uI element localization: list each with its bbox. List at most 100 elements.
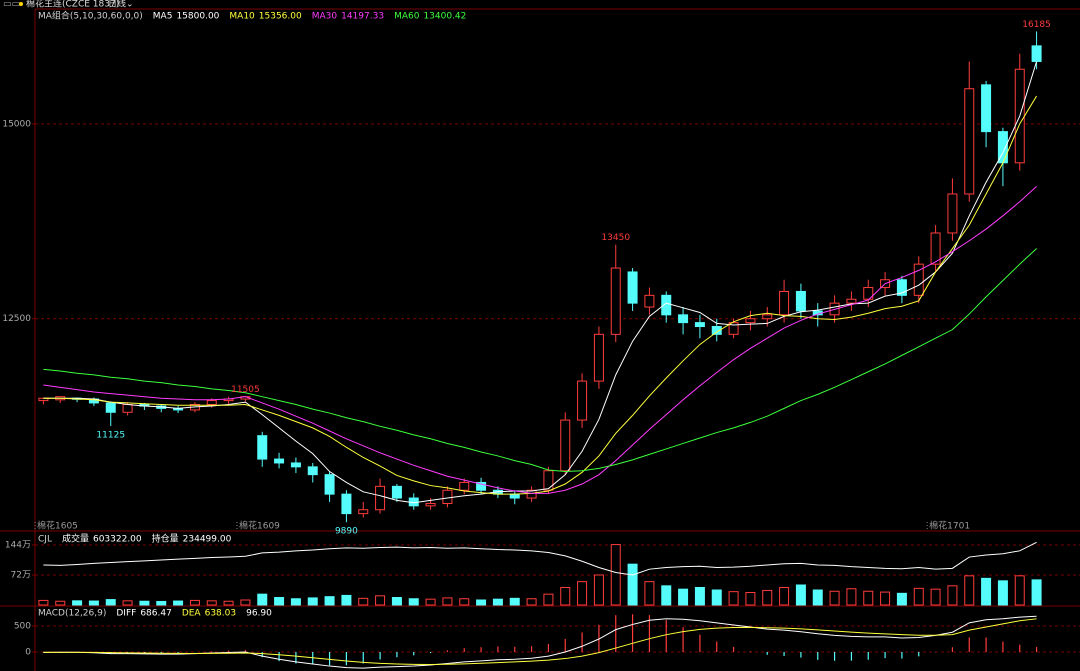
status-dot xyxy=(19,2,23,6)
candle-body xyxy=(930,232,941,265)
candle-body xyxy=(661,294,672,316)
legend-value: 686.47 xyxy=(140,609,172,619)
candle-body xyxy=(206,400,217,405)
candle-body xyxy=(543,470,554,491)
legend-name: MA10 xyxy=(229,12,255,22)
volume-bar xyxy=(829,590,840,606)
y-tick-label: 15000 xyxy=(2,119,31,129)
candle-body xyxy=(375,485,386,511)
high-label: 16185 xyxy=(1022,20,1051,30)
volume-bar xyxy=(863,590,874,606)
volume-bar xyxy=(442,597,453,606)
volume-bar xyxy=(274,597,285,606)
x-tick-label: 棉花1605 xyxy=(37,520,78,532)
volume-bar xyxy=(526,598,537,606)
candle-body xyxy=(964,88,975,195)
candle-body xyxy=(122,403,133,413)
volume-bar xyxy=(38,599,49,606)
candle-body xyxy=(644,294,655,308)
ma-line xyxy=(43,95,1038,495)
candle-body xyxy=(560,419,571,472)
volume-bar xyxy=(593,574,604,606)
candle-body xyxy=(324,474,335,495)
volume-bar xyxy=(661,585,672,606)
volume-bar xyxy=(492,598,503,606)
volume-bar xyxy=(105,599,116,606)
candle-body xyxy=(509,493,520,499)
legend-value: 15356.00 xyxy=(259,12,302,22)
ma-line xyxy=(43,186,1037,494)
candle-body xyxy=(863,287,874,300)
volume-bar xyxy=(947,585,958,606)
volume-bar xyxy=(173,600,184,606)
instrument-title[interactable]: 棉花主连(CZCE 1837) xyxy=(26,0,119,10)
volume-bar xyxy=(88,600,99,606)
candle-body xyxy=(627,271,638,304)
candle-body xyxy=(358,509,369,515)
volume-bar xyxy=(896,592,907,606)
candle-body xyxy=(391,485,402,499)
candle-body xyxy=(913,263,924,296)
candle-body xyxy=(105,402,116,413)
ma-line xyxy=(43,248,1037,473)
legend-value: 14197.33 xyxy=(341,12,384,22)
candle-body xyxy=(947,193,958,234)
volume-bar xyxy=(846,588,857,606)
volume-bar xyxy=(290,598,301,606)
indicator-name: MACD(12,26,9) xyxy=(38,609,106,619)
volume-bar xyxy=(981,577,992,606)
candle-body xyxy=(274,458,285,464)
candle-body xyxy=(38,397,49,402)
volume-bar xyxy=(779,587,790,606)
legend-name: MA30 xyxy=(312,12,338,22)
volume-bar xyxy=(745,592,756,606)
low-label: 9890 xyxy=(335,527,358,537)
legend-value: 638.03 xyxy=(205,609,237,619)
legend-value: 13400.42 xyxy=(423,12,466,22)
volume-bar xyxy=(997,580,1008,606)
legend-name: 成交量 xyxy=(62,533,89,545)
volume-bar xyxy=(122,600,133,606)
period-dropdown[interactable]: ⌄ xyxy=(126,0,134,10)
volume-bar xyxy=(206,600,217,606)
candle-body xyxy=(307,466,318,476)
candle-body xyxy=(1031,45,1042,62)
candle-body xyxy=(779,290,790,316)
volume-bar xyxy=(425,598,436,606)
volume-bar xyxy=(476,599,487,606)
volume-bar xyxy=(509,597,520,606)
candle-body xyxy=(981,84,992,133)
legend-name: DIFF xyxy=(116,609,136,619)
candle-body xyxy=(290,462,301,468)
legend-value: 96.90 xyxy=(246,609,272,619)
candle-body xyxy=(442,489,453,504)
low-label: 11125 xyxy=(96,430,125,440)
volume-bar xyxy=(560,587,571,606)
volume-bar xyxy=(240,599,251,606)
indicator-name: MA组合(5,10,30,60,0,0) xyxy=(38,10,143,22)
y-tick-label: 12500 xyxy=(2,314,31,324)
volume-bar xyxy=(627,563,638,606)
y-tick-label: 0 xyxy=(25,648,31,658)
volume-bar xyxy=(223,600,234,606)
volume-bar xyxy=(728,591,739,606)
volume-bar xyxy=(341,594,352,606)
legend-value: 15800.00 xyxy=(176,12,219,22)
x-tick-label: 棉花1609 xyxy=(239,520,280,532)
candle-body xyxy=(711,326,722,335)
high-label: 11505 xyxy=(231,385,260,395)
period[interactable]: 日线 xyxy=(108,0,126,10)
volume-bar xyxy=(324,596,335,606)
y-tick-label: 72万 xyxy=(11,571,31,581)
open-interest-line xyxy=(43,541,1037,576)
candle-body xyxy=(846,298,857,304)
volume-bar xyxy=(156,600,167,606)
volume-bar xyxy=(880,591,891,606)
macd-line xyxy=(43,618,1037,666)
volume-bar xyxy=(762,589,773,606)
volume-bar xyxy=(678,588,689,606)
volume-bar xyxy=(459,598,470,606)
candle-body xyxy=(476,481,487,491)
